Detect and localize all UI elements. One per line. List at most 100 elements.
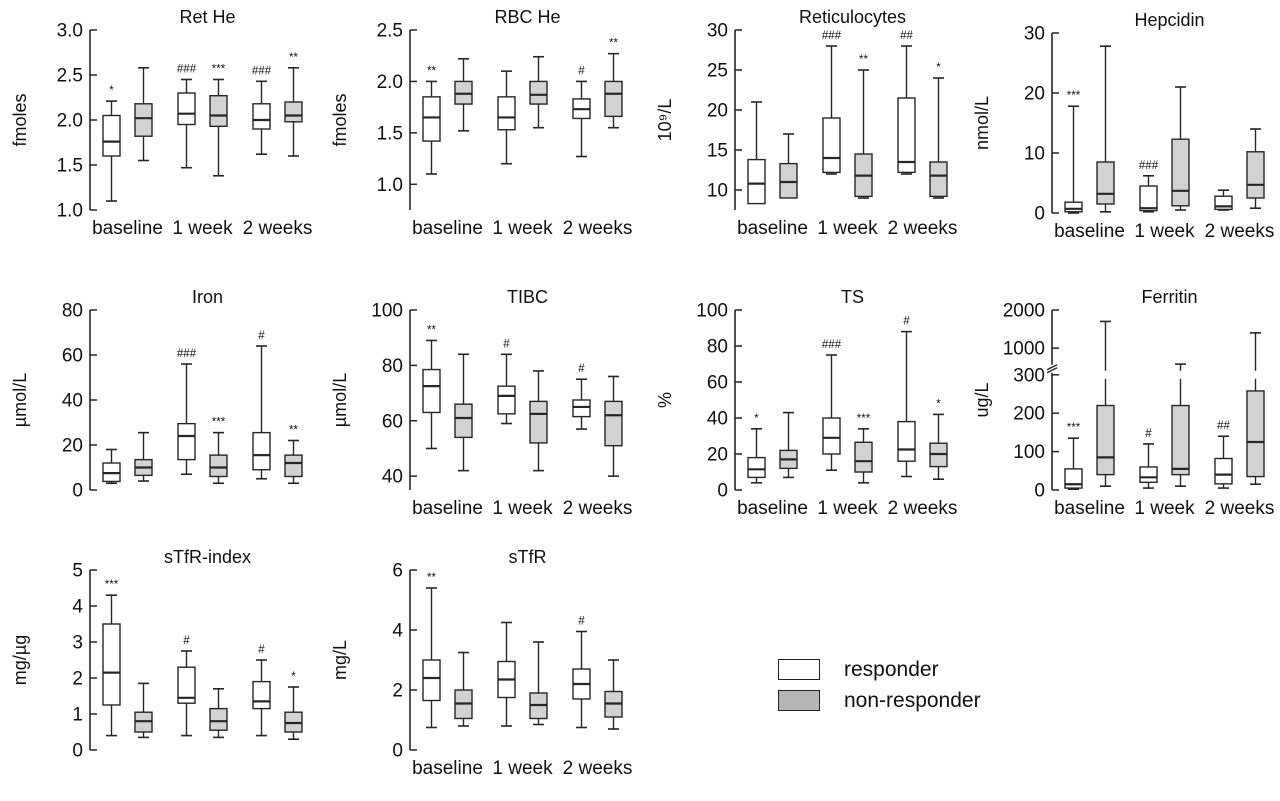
rbc-he-xlabel-1: 1 week — [492, 218, 553, 239]
hepcidin-chart: Hepcidin nmol/L 0 10 20 30 *** baseline ### 1 wee… — [972, 10, 1274, 242]
rbc-he-title: RBC He — [494, 7, 560, 27]
reticulocytes-title: Reticulocytes — [799, 7, 906, 27]
ferritin-axis-break — [1046, 367, 1058, 374]
reticulocytes-xlabel-2: 2 weeks — [888, 218, 958, 239]
reticulocytes-responder-0-box — [747, 158, 766, 205]
ret-he-non_responder-0-box — [134, 103, 153, 137]
hepcidin-non_responder-0-box — [1096, 161, 1115, 205]
reticulocytes-responder-1-box — [822, 117, 841, 174]
stfr-index-chart: sTfR-index mg/µg 0 1 2 3 4 5 *** # # * — [10, 547, 303, 762]
ferritin-axis-break — [1046, 364, 1058, 371]
hepcidin-xlabel-1: 1 week — [1134, 221, 1195, 242]
rbc-he-xlabel-2: 2 weeks — [563, 218, 633, 239]
hepcidin-xlabel-0: baseline — [1054, 221, 1125, 242]
responder-swatch — [778, 659, 820, 680]
iron-tick-label: 0 — [72, 481, 83, 502]
tibc-responder-0-box — [422, 368, 441, 414]
stfr-index-responder-1-marker: # — [183, 635, 190, 647]
reticulocytes-responder-1-marker: ### — [822, 30, 842, 42]
ts-xlabel-0: baseline — [737, 498, 808, 519]
iron-title: Iron — [192, 287, 223, 307]
rbc-he-responder-0-box — [422, 96, 441, 142]
stfr-tick-label: 2 — [392, 681, 403, 702]
hepcidin-non_responder-1-box — [1171, 138, 1190, 207]
stfr-tick-label: 0 — [392, 741, 403, 762]
reticulocytes-chart: Reticulocytes 10⁹/L 10 15 20 25 30 baseline ### *… — [655, 7, 958, 239]
ret-he-non_responder-1-marker: *** — [212, 64, 226, 76]
stfr-index-tick-label: 4 — [72, 597, 83, 618]
rbc-he-ylabel: fmoles — [330, 93, 350, 146]
iron-non_responder-2-marker: ** — [289, 425, 298, 437]
iron-responder-1-marker: ### — [177, 348, 197, 360]
stfr-xlabel-0: baseline — [412, 758, 483, 779]
stfr-title: sTfR — [509, 547, 547, 567]
ret-he-xlabel-2: 2 weeks — [243, 218, 313, 239]
reticulocytes-tick-label: 30 — [707, 21, 728, 42]
stfr-index-tick-label: 1 — [72, 705, 83, 726]
ts-responder-1-marker: ### — [822, 339, 842, 351]
iron-tick-label: 40 — [62, 391, 83, 412]
ferritin-responder-1-marker: # — [1145, 428, 1152, 440]
iron-non_responder-2-box — [284, 454, 303, 478]
ts-ylabel: % — [655, 392, 675, 408]
ts-tick-label: 0 — [717, 481, 728, 502]
ferritin-xlabel-0: baseline — [1054, 498, 1125, 519]
ret-he-tick-label: 3.0 — [57, 21, 83, 42]
panel-tibc: TIBC µmol/L 40 60 80 100 ** baseline #1 week #2 w… — [320, 285, 640, 550]
ret-he-responder-0-marker: * — [109, 85, 114, 97]
ferritin-tick-label: 0 — [1034, 481, 1045, 502]
legend-label-responder: responder — [844, 658, 939, 681]
tibc-xlabel-2: 2 weeks — [563, 498, 633, 519]
reticulocytes-ylabel: 10⁹/L — [655, 99, 675, 142]
tibc-non_responder-2-box — [604, 400, 623, 447]
ferritin-responder-0-marker: *** — [1067, 422, 1081, 434]
hepcidin-title: Hepcidin — [1134, 10, 1204, 30]
stfr-index-non_responder-1-box — [209, 707, 228, 731]
reticulocytes-tick-label: 10 — [707, 181, 728, 202]
ts-tick-label: 20 — [707, 445, 728, 466]
rbc-he-tick-label: 1.5 — [377, 123, 403, 144]
ret-he-non_responder-2-marker: ** — [289, 52, 298, 64]
ferritin-tick-label: 1000 — [1003, 339, 1045, 360]
reticulocytes-tick-label: 15 — [707, 141, 728, 162]
panel-reticulocytes: Reticulocytes 10⁹/L 10 15 20 25 30 baseline ### *… — [645, 5, 965, 270]
tibc-ylabel: µmol/L — [330, 373, 350, 427]
ferritin-tick-label: 100 — [1013, 442, 1045, 463]
ferritin-xlabel-1: 1 week — [1134, 498, 1195, 519]
ret-he-responder-1-marker: ### — [177, 64, 197, 76]
panel-rbc-he: RBC He fmoles 1.0 1.5 2.0 2.5 ** baseline 1 week… — [320, 5, 640, 270]
panel-iron: Iron µmol/L 0 20 40 60 80 ### *** # ** — [0, 285, 320, 550]
ferritin-tick-label: 2000 — [1003, 301, 1045, 322]
stfr-index-responder-0-marker: *** — [105, 579, 119, 591]
tibc-tick-label: 40 — [382, 467, 403, 488]
legend: responder non-responder — [778, 654, 981, 716]
ret-he-ylabel: fmoles — [10, 93, 30, 146]
hepcidin-tick-label: 0 — [1034, 204, 1045, 225]
hepcidin-responder-0-box — [1064, 201, 1083, 213]
stfr-responder-0-marker: ** — [427, 572, 436, 584]
ferritin-xlabel-2: 2 weeks — [1205, 498, 1275, 519]
ts-tick-label: 80 — [707, 337, 728, 358]
tibc-chart: TIBC µmol/L 40 60 80 100 ** baseline #1 week #2 w… — [330, 287, 633, 519]
stfr-ylabel: mg/L — [330, 640, 350, 680]
rbc-he-non_responder-2-box — [604, 80, 623, 118]
tibc-responder-1-box — [497, 385, 516, 415]
ts-non_responder-2-marker: * — [936, 398, 941, 410]
panel-ts: TS% 0 20 40 60 80 100 * baseline ### *** 1 week # * 2 … — [645, 285, 965, 550]
rbc-he-chart: RBC He fmoles 1.0 1.5 2.0 2.5 ** baseline 1 week… — [330, 7, 633, 239]
ts-chart: TS% 0 20 40 60 80 100 * baseline ### *** 1 week # * 2 … — [655, 287, 958, 519]
ts-responder-0-box — [747, 456, 766, 479]
stfr-index-responder-2-box — [252, 680, 271, 710]
ret-he-tick-label: 2.0 — [57, 111, 83, 132]
stfr-index-responder-0-box — [102, 623, 121, 706]
ts-responder-2-marker: # — [903, 316, 910, 328]
tibc-non_responder-0-box — [454, 403, 473, 439]
ts-xlabel-2: 2 weeks — [888, 498, 958, 519]
hepcidin-responder-1-box — [1139, 185, 1158, 212]
ts-title: TS — [841, 287, 864, 307]
rbc-he-responder-2-marker: # — [578, 65, 585, 77]
ts-non_responder-1-marker: *** — [857, 413, 871, 425]
reticulocytes-non_responder-2-marker: * — [936, 62, 941, 74]
ret-he-responder-1-box — [177, 92, 196, 126]
